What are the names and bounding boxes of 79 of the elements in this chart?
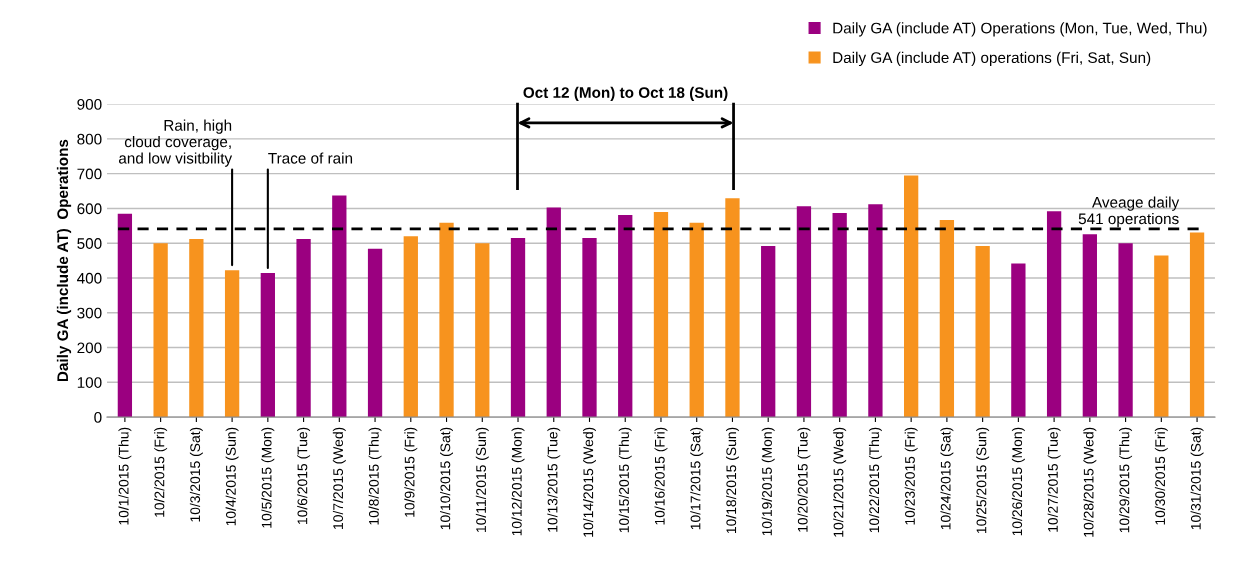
x-tick-label: 10/4/2015 (Sun) (225, 427, 239, 526)
y-tick-label: 800 (77, 133, 102, 145)
bar (1046, 211, 1062, 418)
y-tick-label: 500 (77, 238, 102, 249)
bar (332, 195, 347, 418)
bar (725, 198, 740, 418)
x-tick-label: 10/31/2015 (Sat) (1190, 427, 1204, 530)
bar (189, 239, 204, 418)
x-tick-label: 10/3/2015 (Sat) (189, 427, 203, 522)
x-tick-label: 10/19/2015 (Mon) (761, 427, 775, 536)
bar (546, 207, 561, 418)
bar (904, 175, 919, 418)
x-tick-label: 10/25/2015 (Sun) (976, 427, 990, 534)
bar (260, 273, 275, 418)
x-tick-label: 10/7/2015 (Wed) (332, 427, 346, 529)
x-tick-label: 10/16/2015 (Fri) (654, 427, 668, 525)
bar (439, 222, 454, 418)
x-tick-label: 10/22/2015 (Thu) (868, 427, 882, 533)
y-axis-title: Daily GA (include AT) Operations (56, 139, 72, 382)
bar (975, 246, 990, 418)
y-tick-label: 900 (77, 98, 102, 110)
x-tick-label: 10/23/2015 (Fri) (904, 427, 918, 525)
y-tick-label: 600 (77, 203, 102, 215)
x-tick-label: 10/14/2015 (Wed) (583, 427, 596, 537)
legend-label: Daily GA (include AT) Operations (Mon, Tue, Wed, Thu) (833, 22, 1207, 37)
x-tick-label: 10/17/2015 (Sat) (690, 427, 704, 530)
bar (1011, 263, 1026, 418)
bar (761, 246, 776, 418)
y-tick-label: 400 (77, 272, 102, 284)
bar (1154, 255, 1169, 418)
x-tick-label: 10/28/2015 (Wed) (1083, 427, 1097, 537)
bar (1118, 243, 1133, 418)
x-tick-label: 10/29/2015 (Thu) (1119, 427, 1133, 533)
bar (618, 215, 633, 418)
x-tick-label: 10/6/2015 (Tue) (297, 427, 311, 525)
bar (510, 238, 526, 418)
ref-line-label: Aveage daily 541 operations (1078, 196, 1180, 228)
text: Oct 12 (Mon) to Oct 18 (Sun) (523, 86, 728, 101)
x-tick-label: 10/10/2015 (Sat) (440, 427, 454, 530)
x-tick-label: 10/20/2015 (Tue) (797, 427, 811, 532)
x-tick-label: 10/12/2015 (Mon) (511, 427, 525, 536)
bar (296, 239, 311, 418)
x-tick-label: 10/21/2015 (Wed) (833, 427, 847, 537)
bar (868, 204, 883, 418)
annotation: Trace of rain (268, 152, 353, 164)
bar (796, 206, 812, 418)
bar (653, 211, 669, 418)
y-tick-label: 200 (77, 342, 102, 354)
x-tick-label: 10/1/2015 (Thu) (118, 427, 132, 525)
legend-label: Daily GA (include AT) operations (Fri, Sat, Sun) (833, 51, 1151, 67)
x-tick-label: 10/24/2015 (Sat) (940, 427, 954, 530)
bar (153, 243, 168, 418)
x-tick-label: 10/13/2015 (Tue) (547, 427, 561, 532)
annotation: Rain, high cloud coverage, and low visitbility (118, 119, 233, 167)
x-tick-label: 10/5/2015 (Mon) (261, 427, 275, 528)
bar (939, 219, 955, 418)
bar (403, 236, 418, 418)
bar (117, 213, 133, 418)
x-tick-label: 10/11/2015 (Sun) (475, 427, 489, 533)
bar (475, 243, 490, 418)
bar (224, 270, 240, 418)
x-tick-label: 10/18/2015 (Sun) (725, 427, 739, 534)
bar (689, 222, 704, 418)
bar (832, 212, 847, 418)
x-tick-label: 10/8/2015 (Thu) (368, 427, 382, 525)
y-tick-label: 100 (77, 377, 102, 388)
x-tick-label: 10/30/2015 (Fri) (1154, 427, 1168, 525)
x-tick-label: 10/27/2015 (Tue) (1047, 427, 1061, 532)
bar (1082, 234, 1097, 418)
x-tick-label: 10/26/2015 (Mon) (1011, 427, 1025, 536)
bar (1189, 232, 1205, 418)
x-tick-label: 10/9/2015 (Fri) (404, 427, 418, 517)
x-tick-label: 10/2/2015 (Fri) (154, 427, 168, 517)
bar (367, 248, 383, 418)
x-tick-label: 10/15/2015 (Thu) (618, 427, 632, 533)
y-tick-label: 300 (77, 307, 102, 319)
y-tick-label: 700 (77, 168, 102, 180)
y-tick-label: 0 (94, 411, 102, 423)
bar (582, 238, 597, 418)
